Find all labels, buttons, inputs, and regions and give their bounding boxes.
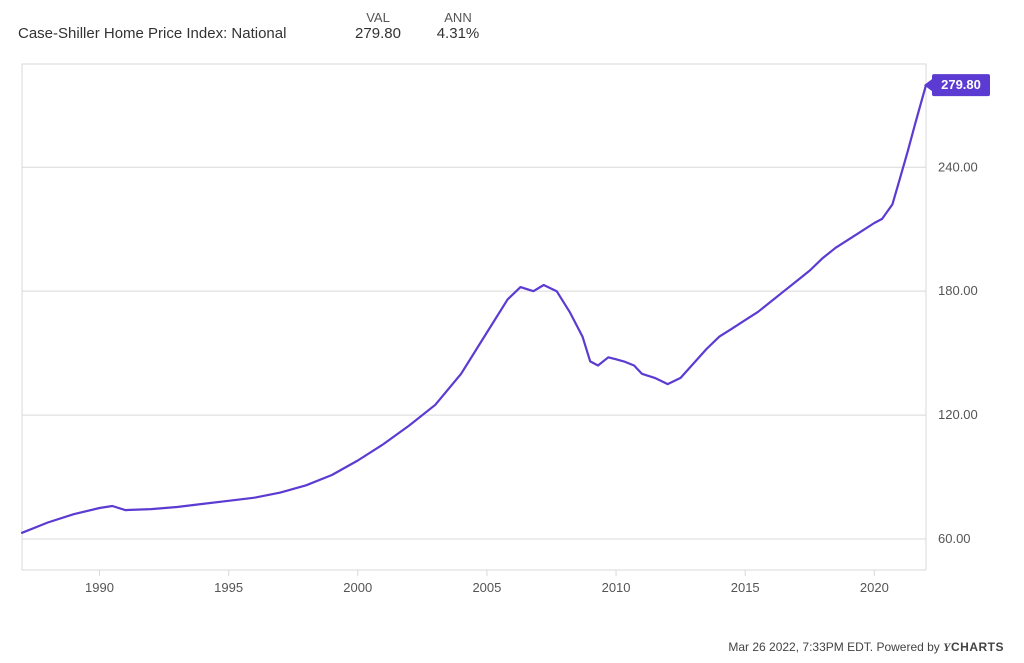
svg-text:2005: 2005: [472, 580, 501, 595]
footer-timestamp: Mar 26 2022, 7:33PM EDT.: [728, 640, 873, 654]
brand-rest: CHARTS: [951, 640, 1004, 654]
footer-brand: YCHARTS: [943, 640, 1004, 654]
brand-y: Y: [943, 640, 951, 654]
chart-svg: 60.00 120.00 180.00 240.00 1990 1995 2000 2005 2…: [18, 60, 1006, 620]
svg-text:2010: 2010: [602, 580, 631, 595]
svg-text:120.00: 120.00: [938, 407, 978, 422]
svg-text:1990: 1990: [85, 580, 114, 595]
svg-text:180.00: 180.00: [938, 283, 978, 298]
chart-header: VAL ANN Case-Shiller Home Price Index: N…: [18, 10, 498, 42]
series-val: 279.80: [338, 25, 418, 42]
footer-powered-by: Powered by: [876, 640, 939, 654]
chart-plot: 60.00 120.00 180.00 240.00 1990 1995 2000 2005 2…: [18, 60, 1006, 620]
svg-text:60.00: 60.00: [938, 531, 971, 546]
svg-text:2000: 2000: [343, 580, 372, 595]
svg-text:2020: 2020: [860, 580, 889, 595]
val-column-header: VAL: [338, 10, 418, 25]
chart-footer: Mar 26 2022, 7:33PM EDT. Powered by YCHA…: [728, 640, 1004, 655]
series-ann: 4.31%: [418, 25, 498, 42]
ann-column-header: ANN: [418, 10, 498, 25]
svg-text:1995: 1995: [214, 580, 243, 595]
series-name: Case-Shiller Home Price Index: National: [18, 25, 338, 42]
svg-text:240.00: 240.00: [938, 159, 978, 174]
chart-container: VAL ANN Case-Shiller Home Price Index: N…: [0, 0, 1024, 663]
svg-text:2015: 2015: [731, 580, 760, 595]
svg-text:279.80: 279.80: [941, 77, 981, 92]
